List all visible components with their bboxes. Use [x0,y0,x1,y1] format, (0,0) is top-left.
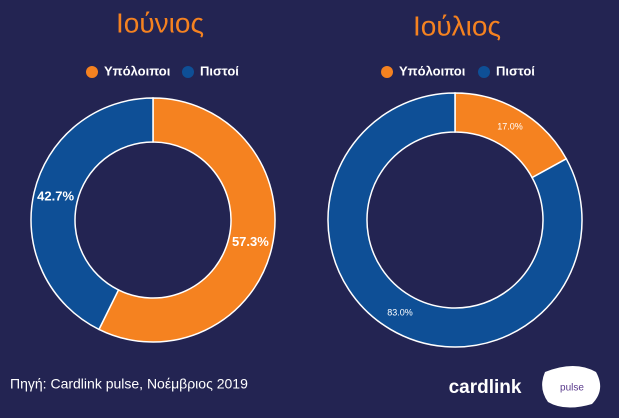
legend-label: Πιστοί [200,63,239,78]
donut-slice [327,92,583,348]
legend-swatch [478,66,490,78]
legend-swatch [86,66,98,78]
logo-badge [542,366,601,408]
legend-label: Υπόλοιποι [399,63,466,78]
donut-slice [30,97,154,331]
chart-title: Ιούνιος [116,7,204,38]
logo-brand: cardlink [449,377,522,398]
chart-title: Ιούλιος [413,10,501,41]
donut-slice [97,97,276,343]
data-label: 42.7% [37,189,74,204]
logo-product: pulse [560,383,584,394]
data-label: 83.0% [387,307,413,317]
data-label: 17.0% [497,121,523,131]
legend-swatch [381,66,393,78]
data-label: 57.3% [232,234,269,249]
legend-label: Υπόλοιποι [104,63,171,78]
legend-swatch [182,66,194,78]
source-note: Πηγή: Cardlink pulse, Νοέμβριος 2019 [10,376,248,392]
legend-label: Πιστοί [496,63,535,78]
